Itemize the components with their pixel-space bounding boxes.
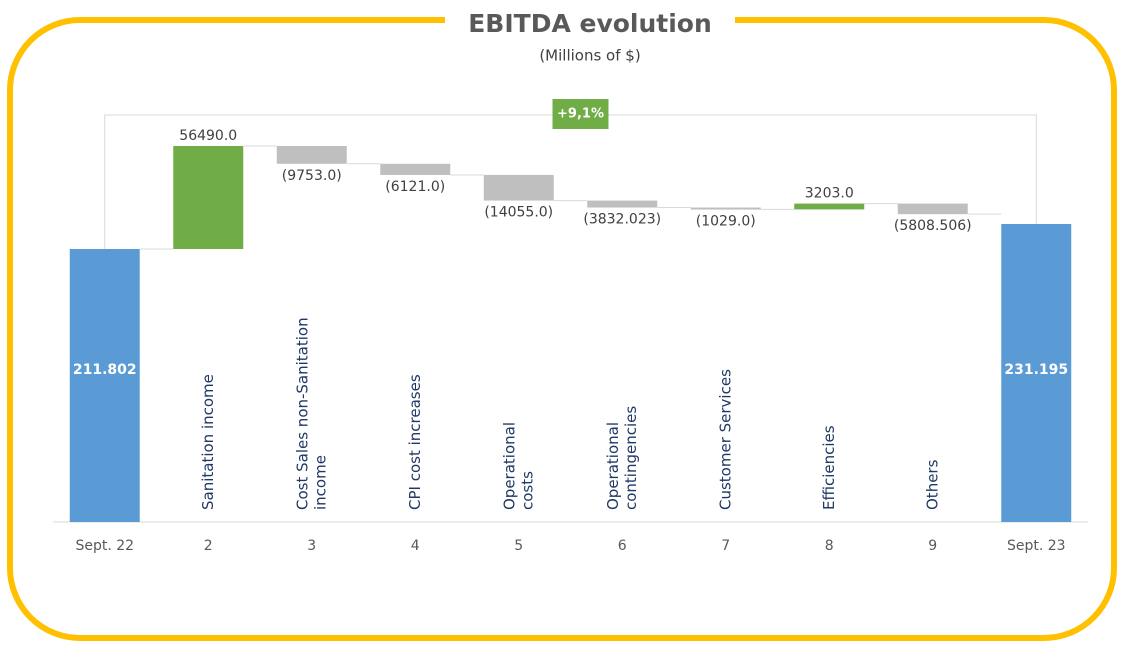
x-tick-label: Sept. 23 (1007, 538, 1066, 554)
bar-description: Operational (604, 422, 622, 510)
delta-bar (690, 207, 761, 210)
value-label: (6121.0) (385, 179, 445, 195)
x-tick-label: 2 (204, 538, 213, 554)
delta-bar (483, 174, 554, 201)
delta-bar (587, 200, 658, 208)
bar-description: Cost Sales non-Sanitation (293, 317, 311, 510)
delta-bar (794, 203, 865, 210)
delta-bar (897, 203, 968, 215)
x-tick-label: 5 (514, 538, 523, 554)
total-bar (1001, 224, 1072, 522)
x-tick-label: Sept. 22 (75, 538, 134, 554)
annotation: +9,1% (557, 107, 604, 122)
chart-subtitle: (Millions of $) (539, 47, 640, 65)
value-label: 231.195 (1004, 362, 1068, 378)
x-tick-label: 9 (928, 538, 937, 554)
value-label: 211.802 (73, 362, 137, 378)
value-label: 56490.0 (179, 128, 237, 144)
x-tick-label: 4 (411, 538, 420, 554)
bar-description: Others (923, 459, 941, 510)
value-label: 3203.0 (805, 186, 854, 202)
value-label: (9753.0) (282, 168, 342, 184)
value-label: (3832.023) (583, 212, 661, 228)
bar-description: income (311, 455, 329, 510)
x-tick-label: 3 (307, 538, 316, 554)
delta-bar (173, 145, 244, 249)
total-bar (69, 248, 140, 522)
x-tick-label: 6 (618, 538, 627, 554)
x-tick-label: 7 (721, 538, 730, 554)
bar-description: Sanitation income (199, 374, 217, 510)
value-label: (1029.0) (696, 214, 756, 230)
annotation-box (552, 99, 609, 129)
title-gap (445, 10, 735, 32)
bar-description: Operational (500, 422, 518, 510)
x-tick-label: 8 (825, 538, 834, 554)
bar-description: CPI cost increases (406, 374, 424, 510)
value-label: (5808.506) (894, 218, 972, 234)
bar-description: contingencies (622, 406, 640, 510)
delta-bar (276, 145, 347, 164)
bar-description: Efficiencies (820, 425, 838, 510)
chart-title: EBITDA evolution (468, 9, 712, 38)
delta-bar (380, 163, 451, 175)
bar-description: Customer Services (716, 369, 734, 510)
bar-description: costs (518, 471, 536, 510)
value-label: (14055.0) (484, 205, 553, 221)
